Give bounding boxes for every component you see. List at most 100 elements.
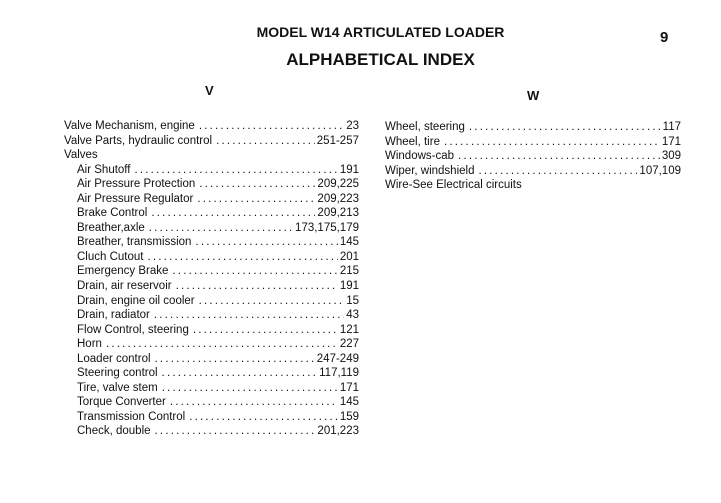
index-entry: Flow Control, steering 121 [64,323,359,338]
dot-leader [216,134,315,149]
entry-label: Valve Parts, hydraulic control [64,134,213,147]
entry-pages: 191 [339,280,359,293]
dot-leader [199,294,345,309]
entry-label: Cluch Cutout [77,250,144,263]
entry-label: Air Pressure Regulator [77,192,194,205]
entry-label: Tire, valve stem [77,381,158,394]
page-number: 9 [660,29,669,46]
dot-leader [151,206,315,221]
entry-pages: 23 [346,120,359,132]
dot-leader [170,395,338,410]
entry-label: Air Shutoff [77,163,131,176]
entry-label: Wire-See Electrical circuits [385,179,522,192]
entry-label: Torque Converter [77,396,166,409]
entry-label: Drain, radiator [77,309,150,322]
dot-leader [189,410,338,425]
entry-label: Breather, transmission [77,236,192,249]
dot-leader [147,250,337,265]
index-column-v: Valve Mechanism, engine 23 Valve Parts, hy… [64,119,359,439]
entry-label: Steering control [77,367,158,380]
entry-label: Drain, engine oil cooler [77,294,195,307]
entry-pages: 145 [339,396,359,409]
index-entry: Wheel, tire 171 [385,135,681,150]
entry-label: Brake Control [77,207,148,220]
entry-pages: 171 [339,381,359,394]
index-entry: Wiper, windshield 107,109 [385,164,681,179]
dot-leader [176,279,338,294]
entry-pages: 201 [339,250,359,263]
entry-pages: 173,175,179 [295,221,359,234]
dot-leader [162,366,318,381]
entry-pages: 209,223 [317,192,359,205]
index-entry: Valve Parts, hydraulic control 251-257 [64,134,359,149]
dot-leader [444,135,660,150]
entry-label: Horn [77,338,102,351]
entry-pages: 251-257 [316,134,359,147]
dot-leader [155,352,315,367]
section-letter-v: V [205,83,214,98]
entry-pages: 121 [339,323,359,336]
entry-label: Emergency Brake [77,265,169,278]
dot-leader [199,119,344,134]
entry-label: Flow Control, steering [77,323,189,336]
document-title: MODEL W14 ARTICULATED LOADER [256,24,505,40]
index-entry: Steering control 117,119 [64,366,359,381]
dot-leader [478,164,637,179]
index-entry: Brake Control 209,213 [64,206,359,221]
entry-pages: 15 [346,294,359,307]
dot-leader [172,264,337,279]
index-entry: Torque Converter 145 [64,395,359,410]
index-column-w: Wheel, steering 117 Wheel, tire171Windows-… [385,120,681,193]
entry-label: Valve Mechanism, engine [64,120,195,132]
entry-pages: 215 [339,265,359,278]
dot-leader [193,323,338,338]
entry-pages: 227 [339,338,359,351]
entry-pages: 201,223 [317,425,359,438]
entry-pages: 209,213 [317,207,359,220]
index-entry: Check, double 201,223 [64,424,359,439]
entry-label: Loader control [77,352,151,365]
dot-leader [135,163,338,178]
index-entry: Windows-cab 309 [385,149,681,164]
entry-pages: 309 [661,150,681,163]
entry-label: Drain, air reservoir [77,280,172,293]
entry-pages: 209,225 [317,178,359,191]
index-entry: Air Pressure Protection 209,225 [64,177,359,192]
index-entry: Drain, engine oil cooler 15 [64,294,359,309]
entry-pages: 117,119 [319,367,359,380]
entry-pages: 117 [662,121,681,133]
index-entry: Wheel, steering 117 [385,120,681,135]
entry-label: Wiper, windshield [385,164,475,177]
index-entry: Air Shutoff 191 [64,163,359,178]
dot-leader [154,308,344,323]
dot-leader [162,381,338,396]
entry-label: Windows-cab [385,150,455,163]
entry-pages: 191 [339,163,359,176]
dot-leader [197,192,315,207]
dot-leader [199,177,315,192]
dot-leader [195,235,337,250]
index-entry: Tire, valve stem 171 [64,381,359,396]
dot-leader [458,149,660,164]
entry-pages: 43 [346,309,359,322]
index-entry: Wire-See Electrical circuits [385,178,681,193]
dot-leader [149,221,293,236]
entry-label: Check, double [77,425,151,438]
index-entry: Cluch Cutout 201 [64,250,359,265]
index-entry: Emergency Brake 215 [64,264,359,279]
index-entry: Horn 227 [64,337,359,352]
index-entry: Loader control 247-249 [64,352,359,367]
entry-label: Air Pressure Protection [77,178,196,191]
entry-label: Transmission Control [77,410,186,423]
entry-label: Wheel, steering [385,121,465,133]
index-heading: ALPHABETICAL INDEX [286,50,475,69]
index-entry: Valves [64,148,359,163]
entry-pages: 159 [339,410,359,423]
dot-leader [106,337,338,352]
section-letter-w: W [527,88,540,103]
entry-label: Wheel, tire [385,135,440,148]
entry-pages: 247-249 [316,352,359,365]
entry-pages: 145 [339,236,359,249]
dot-leader [469,120,661,135]
index-entry: Breather,axle 173,175,179 [64,221,359,236]
